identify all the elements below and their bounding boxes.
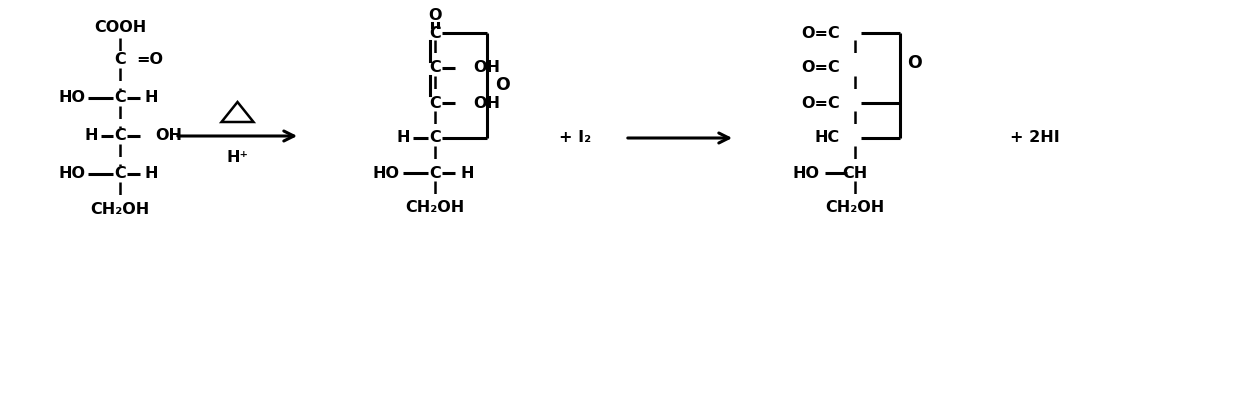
Text: HO: HO [794, 166, 820, 181]
Text: C: C [114, 166, 126, 181]
Text: C: C [429, 131, 441, 146]
Text: C: C [429, 25, 441, 41]
Text: CH: CH [842, 166, 868, 181]
Text: C: C [114, 53, 126, 68]
Text: C: C [429, 60, 441, 76]
Text: OH: OH [472, 60, 500, 76]
Text: O: O [428, 8, 441, 23]
Text: O=C: O=C [801, 96, 839, 111]
Text: OH: OH [472, 96, 500, 111]
Text: C: C [429, 166, 441, 181]
Text: H: H [460, 166, 474, 181]
Text: CH₂OH: CH₂OH [826, 201, 884, 215]
Text: O: O [908, 54, 923, 72]
Text: H: H [145, 90, 159, 105]
Text: O: O [496, 76, 511, 94]
Text: O=C: O=C [801, 25, 839, 41]
Text: COOH: COOH [94, 21, 146, 35]
Text: HO: HO [373, 166, 401, 181]
Text: HC: HC [815, 131, 839, 146]
Text: OH: OH [155, 129, 182, 144]
Text: CH₂OH: CH₂OH [405, 201, 465, 215]
Text: O=C: O=C [801, 60, 839, 76]
Text: H: H [145, 166, 159, 181]
Text: CH₂OH: CH₂OH [91, 203, 150, 217]
Text: C: C [114, 129, 126, 144]
Text: H: H [397, 131, 410, 146]
Text: HO: HO [58, 90, 86, 105]
Text: H: H [84, 129, 98, 144]
Text: C: C [114, 90, 126, 105]
Text: =O: =O [136, 53, 162, 68]
Text: + 2HI: + 2HI [1011, 131, 1060, 146]
Text: H⁺: H⁺ [227, 150, 248, 166]
Text: C: C [429, 96, 441, 111]
Text: + I₂: + I₂ [559, 131, 591, 146]
Text: HO: HO [58, 166, 86, 181]
